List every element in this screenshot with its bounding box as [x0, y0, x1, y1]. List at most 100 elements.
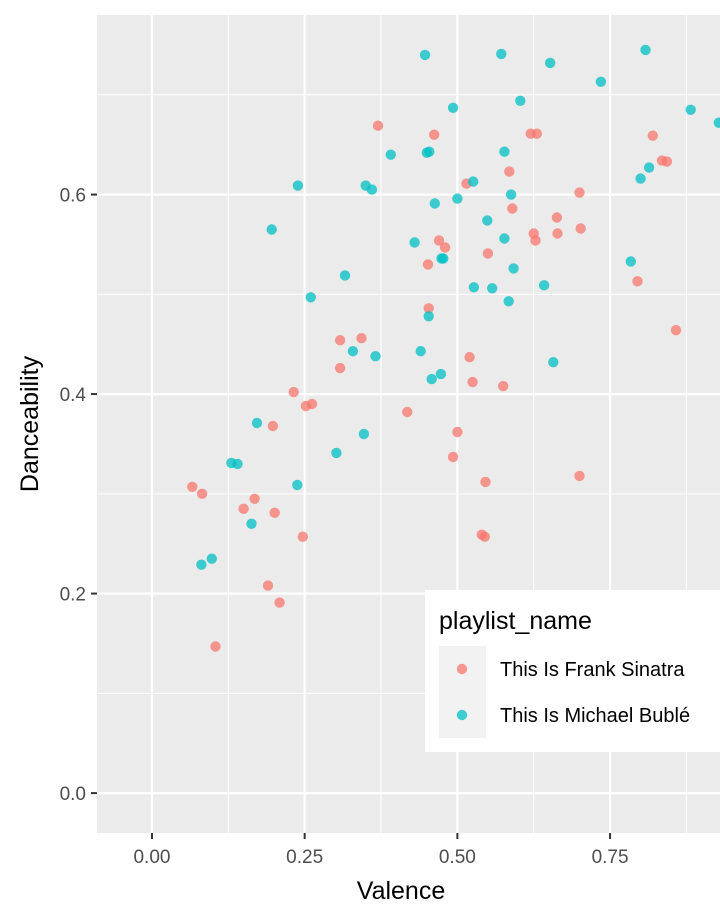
point-michael-buble: [251, 417, 263, 429]
legend-label-frank-sinatra: This Is Frank Sinatra: [500, 659, 685, 681]
point-frank-sinatra: [274, 597, 285, 608]
point-michael-buble: [358, 428, 370, 440]
point-michael-buble: [347, 346, 359, 357]
point-frank-sinatra: [429, 129, 440, 140]
point-frank-sinatra: [467, 376, 478, 388]
y-tick-label: 0.6: [60, 186, 86, 207]
x-tick-label: 0.75: [592, 847, 629, 868]
point-frank-sinatra: [288, 386, 299, 398]
point-frank-sinatra: [356, 333, 367, 344]
point-michael-buble: [496, 48, 507, 60]
point-frank-sinatra: [647, 130, 658, 141]
point-frank-sinatra: [187, 481, 198, 492]
data-points: [187, 44, 720, 652]
point-michael-buble: [409, 237, 420, 248]
point-michael-buble: [292, 479, 303, 491]
point-michael-buble: [206, 553, 217, 564]
point-frank-sinatra: [433, 235, 445, 246]
point-frank-sinatra: [334, 335, 346, 346]
legend-title: playlist_name: [439, 607, 592, 635]
point-michael-buble: [538, 280, 550, 291]
point-frank-sinatra: [196, 488, 208, 499]
point-frank-sinatra: [249, 493, 260, 504]
legend-key-frank-sinatra: [456, 663, 468, 675]
point-michael-buble: [232, 458, 243, 470]
point-frank-sinatra: [507, 203, 518, 214]
point-michael-buble: [685, 104, 696, 116]
point-michael-buble: [339, 270, 351, 281]
point-michael-buble: [625, 256, 636, 267]
point-frank-sinatra: [447, 451, 459, 463]
point-michael-buble: [438, 253, 449, 264]
point-michael-buble: [429, 198, 440, 209]
y-tick-label: 0.4: [60, 385, 87, 406]
point-michael-buble: [482, 215, 493, 226]
legend-label-michael-buble: This Is Michael Bublé: [500, 705, 690, 727]
point-michael-buble: [366, 184, 378, 195]
point-michael-buble: [713, 117, 720, 128]
point-frank-sinatra: [439, 242, 451, 253]
point-michael-buble: [292, 180, 304, 191]
minor-gridlines: [97, 15, 720, 833]
point-michael-buble: [435, 368, 447, 380]
point-michael-buble: [499, 146, 510, 157]
point-frank-sinatra: [210, 641, 221, 652]
point-frank-sinatra: [422, 259, 434, 270]
y-axis: 0.0 0.2 0.4 0.6: [60, 186, 97, 805]
legend: playlist_name This Is Frank Sinatra This…: [425, 590, 720, 752]
point-michael-buble: [505, 189, 517, 200]
point-michael-buble: [643, 162, 655, 173]
point-michael-buble: [548, 357, 559, 368]
point-michael-buble: [424, 146, 435, 157]
point-michael-buble: [499, 233, 510, 244]
point-frank-sinatra: [574, 187, 585, 198]
point-michael-buble: [370, 351, 381, 362]
point-frank-sinatra: [297, 531, 308, 542]
point-frank-sinatra: [423, 303, 434, 314]
point-frank-sinatra: [498, 380, 509, 392]
point-frank-sinatra: [632, 276, 643, 287]
point-frank-sinatra: [238, 503, 249, 514]
point-michael-buble: [246, 518, 257, 529]
point-michael-buble: [385, 149, 396, 160]
point-frank-sinatra: [531, 128, 542, 139]
point-michael-buble: [423, 311, 434, 322]
point-michael-buble: [447, 102, 459, 114]
x-axis: 0.00 0.25 0.50 0.75: [133, 833, 629, 868]
point-frank-sinatra: [262, 580, 274, 591]
x-tick-label: 0.00: [133, 847, 170, 868]
point-frank-sinatra: [334, 362, 346, 374]
point-michael-buble: [452, 193, 463, 204]
point-frank-sinatra: [530, 235, 541, 246]
y-tick-label: 0.0: [60, 784, 86, 805]
point-michael-buble: [595, 76, 607, 88]
point-frank-sinatra: [480, 476, 491, 488]
point-frank-sinatra: [575, 223, 586, 234]
point-frank-sinatra: [552, 228, 563, 239]
point-michael-buble: [640, 44, 651, 56]
point-frank-sinatra: [551, 212, 563, 223]
x-tick-label: 0.50: [439, 847, 476, 868]
point-frank-sinatra: [504, 166, 515, 177]
point-michael-buble: [196, 559, 207, 570]
point-michael-buble: [468, 176, 479, 187]
point-frank-sinatra: [574, 470, 585, 482]
point-frank-sinatra: [464, 352, 475, 363]
point-michael-buble: [415, 346, 426, 357]
x-axis-title: Valence: [357, 877, 446, 905]
point-frank-sinatra: [372, 120, 384, 131]
point-frank-sinatra: [402, 406, 413, 418]
point-frank-sinatra: [300, 400, 312, 412]
point-michael-buble: [635, 173, 646, 184]
point-michael-buble: [331, 447, 342, 459]
x-tick-label: 0.25: [286, 847, 323, 868]
point-michael-buble: [508, 263, 519, 274]
point-michael-buble: [468, 282, 480, 293]
point-michael-buble: [545, 57, 556, 69]
point-frank-sinatra: [482, 248, 494, 259]
point-michael-buble: [515, 95, 526, 107]
point-michael-buble: [266, 224, 277, 235]
point-michael-buble: [503, 296, 514, 307]
point-frank-sinatra: [661, 156, 673, 167]
